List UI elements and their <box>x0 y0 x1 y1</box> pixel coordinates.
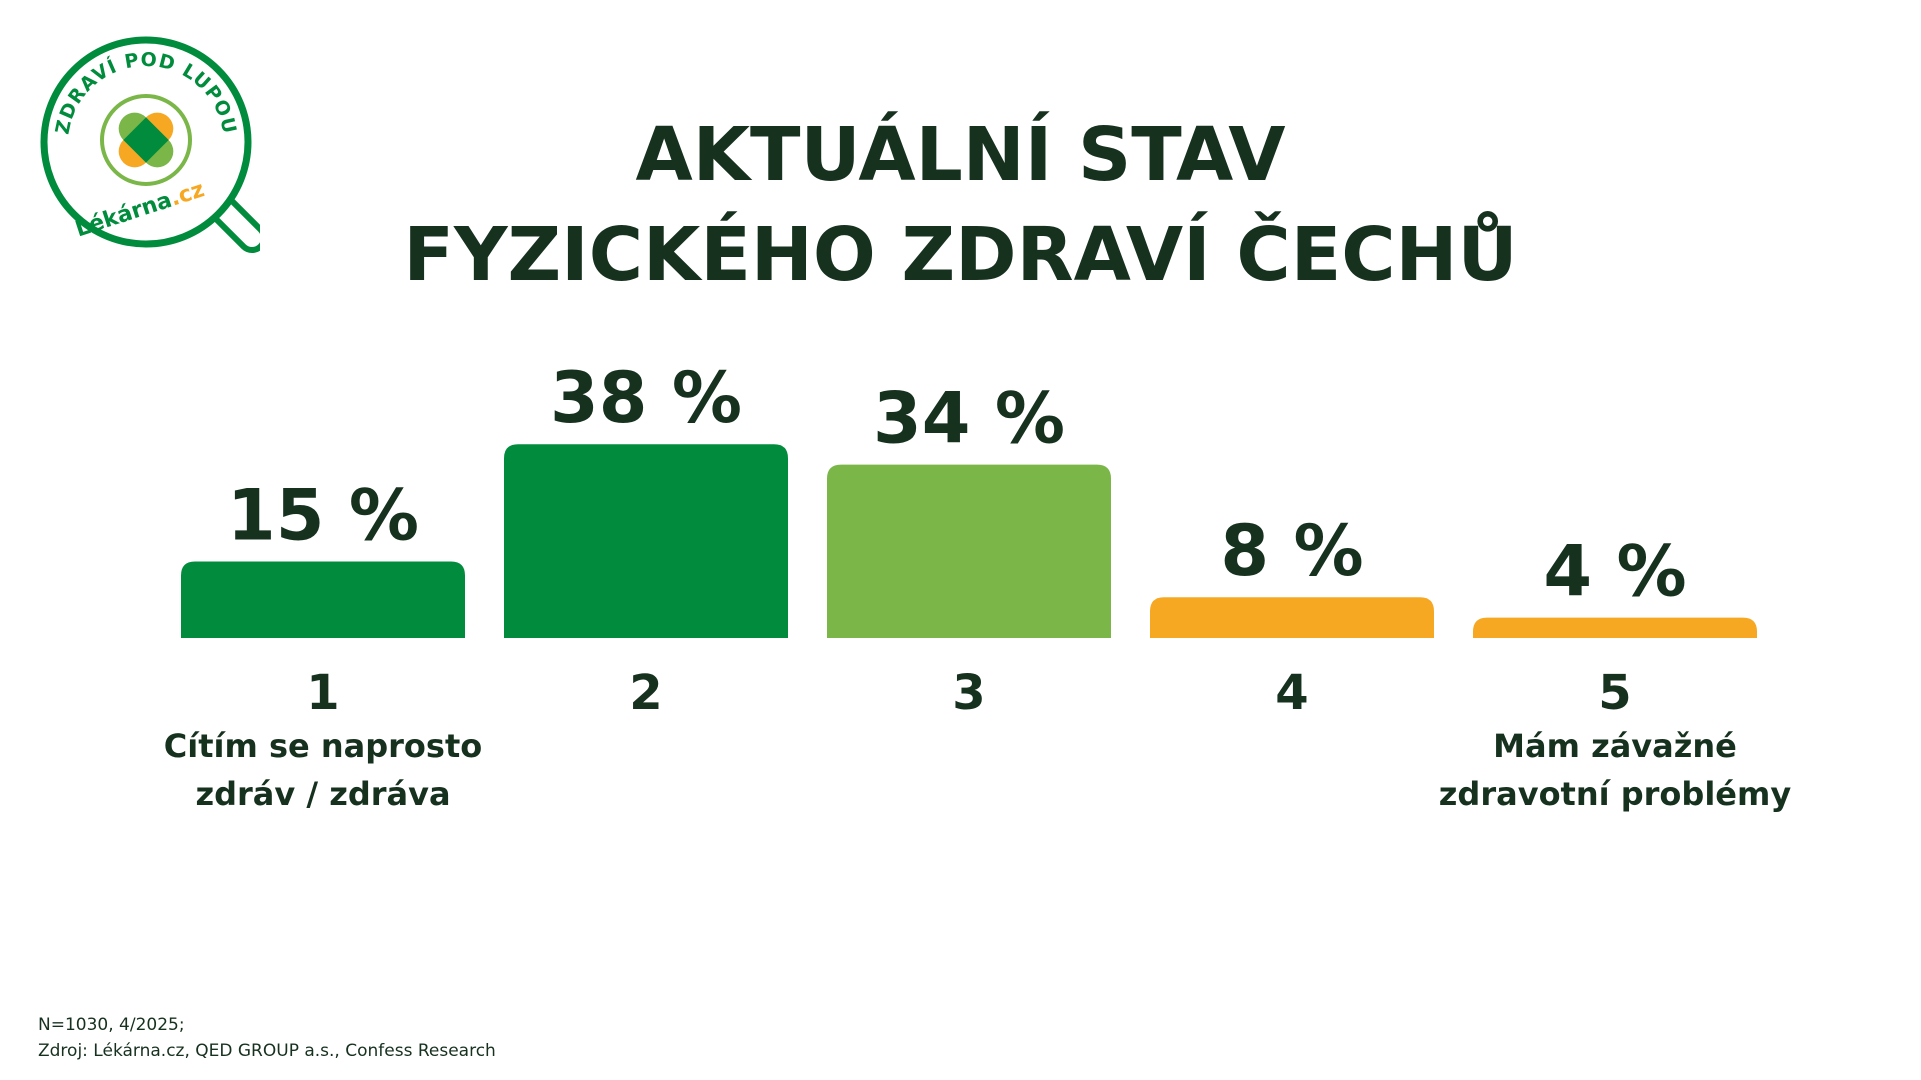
bar-value-label-2: 38 % <box>550 357 742 439</box>
category-label-2: 2 <box>629 665 662 721</box>
zdravi-pod-lupou-logo: ZDRAVÍ POD LUPOU Lékárna.cz <box>40 36 260 253</box>
footnote-source: Zdroj: Lékárna.cz, QED GROUP a.s., Confe… <box>38 1041 496 1061</box>
category-description-5-line-2: zdravotní problémy <box>1439 775 1792 813</box>
bar-value-label-1: 15 % <box>227 475 419 557</box>
bar-4 <box>1150 597 1434 638</box>
title-line-2: FYZICKÉHO ZDRAVÍ ČECHŮ <box>403 212 1518 298</box>
bar-value-label-4: 8 % <box>1220 510 1363 592</box>
category-label-1: 1 <box>306 665 339 721</box>
bar-1 <box>181 561 465 638</box>
title-line-1: AKTUÁLNÍ STAV <box>635 112 1286 198</box>
category-description-1-line-2: zdráv / zdráva <box>195 775 450 813</box>
category-label-5: 5 <box>1598 665 1631 721</box>
category-label-4: 4 <box>1275 665 1308 721</box>
bar-2 <box>504 444 788 638</box>
category-description-5-line-1: Mám závažné <box>1493 727 1737 765</box>
bar-3 <box>827 464 1111 638</box>
category-description-1-line-1: Cítím se naprosto <box>164 727 482 765</box>
footnote-sample: N=1030, 4/2025; <box>38 1015 185 1035</box>
bar-5 <box>1473 617 1757 638</box>
bar-value-label-3: 34 % <box>873 378 1065 460</box>
footnote: N=1030, 4/2025; Zdroj: Lékárna.cz, QED G… <box>38 1012 496 1064</box>
cross-icon <box>118 112 174 168</box>
page-title: AKTUÁLNÍ STAV FYZICKÉHO ZDRAVÍ ČECHŮ <box>0 105 1921 305</box>
category-label-3: 3 <box>952 665 985 721</box>
bar-value-label-5: 4 % <box>1543 531 1686 613</box>
